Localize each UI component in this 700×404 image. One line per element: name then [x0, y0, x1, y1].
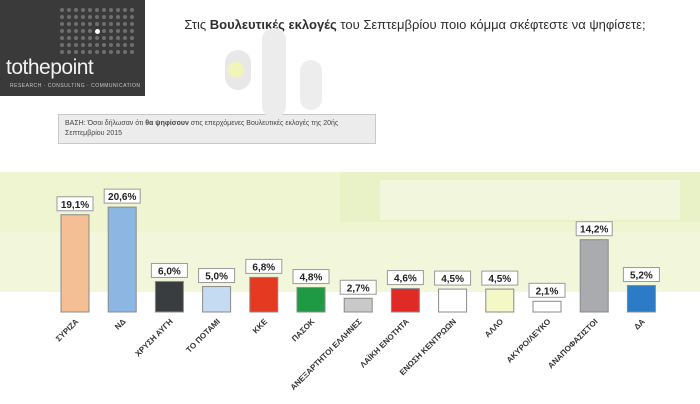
value-label-1: 19,1% [56, 196, 94, 212]
category-label-8: ΛΑΪΚΗ ΕΝΟΤΗΤΑ [358, 317, 411, 370]
category-label-1: ΣΥΡΙΖΑ [54, 317, 81, 344]
category-label-4: ΤΟ ΠΟΤΑΜΙ [184, 317, 222, 355]
svg-text:4,6%: 4,6% [394, 274, 417, 285]
svg-text:5,0%: 5,0% [205, 272, 228, 283]
value-label-13: 5,2% [622, 267, 660, 283]
bar-13 [626, 285, 656, 313]
question-title: Στις Βουλευτικές εκλογές του Σεπτεμβρίου… [160, 16, 670, 34]
category-label-11: ΑΚΥΡΟ/ΛΕΥΚΟ [505, 317, 553, 365]
value-label-2: 20,6% [103, 188, 141, 204]
brand-logo: tothepoint RESEARCH · CONSULTING · COMMU… [0, 0, 145, 96]
logo-wordmark: tothepoint [6, 56, 94, 79]
value-label-5: 6,8% [245, 258, 283, 274]
category-label-6: ΠΑΣΟΚ [290, 317, 317, 344]
base-text: ΒΑΣΗ: Όσοι δήλωσαν ότι [65, 120, 146, 127]
value-label-6: 4,8% [292, 269, 330, 285]
title-bold-text: Βουλευτικές εκλογές [209, 17, 337, 32]
bar-9 [438, 288, 468, 313]
svg-text:4,8%: 4,8% [300, 273, 323, 284]
base-text-end: στις επερχόμενες Βουλευτικές εκλογές της… [65, 120, 339, 137]
value-label-10: 4,5% [481, 270, 519, 286]
svg-text:5,2%: 5,2% [630, 271, 653, 282]
bar-6 [296, 287, 326, 313]
svg-text:20,6%: 20,6% [108, 192, 136, 203]
category-label-12: ΑΝΑΠΟΦΑΣΙΣΤΟΙ [546, 317, 599, 370]
background-decoration [225, 28, 700, 222]
bar-5 [249, 276, 279, 313]
bar-10 [485, 288, 515, 313]
category-label-3: ΧΡΥΣΗ ΑΥΓΗ [133, 317, 175, 359]
category-label-13: ΔΑ [632, 317, 647, 332]
svg-text:6,0%: 6,0% [158, 266, 181, 277]
bar-1 [60, 214, 90, 313]
bar-2 [107, 206, 137, 313]
title-text-end: του Σεπτεμβρίου ποιο κόμμα σκέφτεστε να … [336, 17, 646, 32]
base-note: ΒΑΣΗ: Όσοι δήλωσαν ότι θα ψηφίσουν στις … [58, 114, 376, 144]
bar-8 [390, 288, 420, 313]
category-label-2: ΝΔ [113, 317, 128, 332]
bar-4 [202, 286, 232, 313]
svg-text:4,5%: 4,5% [441, 274, 464, 285]
value-label-8: 4,6% [386, 270, 424, 286]
logo-tagline: RESEARCH · CONSULTING · COMMUNICATION [10, 83, 141, 89]
svg-text:4,5%: 4,5% [488, 274, 511, 285]
svg-text:2,7%: 2,7% [347, 283, 370, 294]
svg-text:2,1%: 2,1% [536, 286, 559, 297]
value-label-9: 4,5% [434, 270, 472, 286]
value-label-11: 2,1% [528, 282, 566, 298]
category-label-10: ΑΛΛΟ [483, 317, 505, 339]
title-text: Στις [184, 17, 210, 32]
value-label-12: 14,2% [575, 221, 613, 237]
value-label-7: 2,7% [339, 279, 377, 295]
svg-text:19,1%: 19,1% [61, 200, 89, 211]
value-label-3: 6,0% [150, 262, 188, 278]
category-label-5: ΚΚΕ [251, 317, 270, 336]
bar-12 [579, 239, 609, 313]
svg-text:14,2%: 14,2% [580, 225, 608, 236]
value-label-4: 5,0% [198, 268, 236, 284]
base-bold-text: θα ψηφίσουν [145, 120, 189, 127]
bar-11 [532, 300, 562, 313]
svg-text:6,8%: 6,8% [252, 262, 275, 273]
bar-3 [154, 280, 184, 313]
logo-dot-grid [60, 8, 140, 60]
bar-7 [343, 297, 373, 313]
